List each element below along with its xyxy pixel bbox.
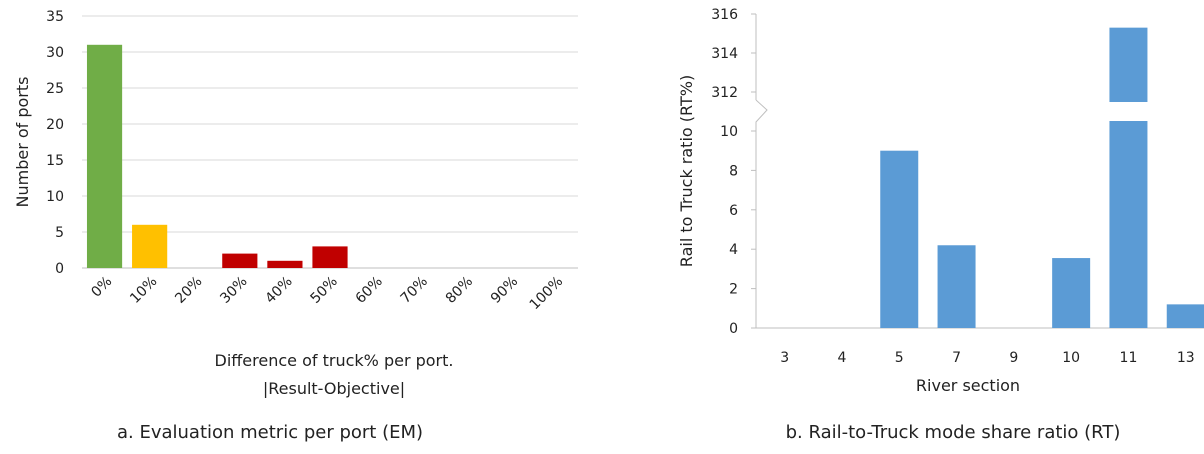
x-tick-label: 3 xyxy=(780,350,789,366)
y-tick-label: 10 xyxy=(46,189,64,205)
bar xyxy=(937,245,976,328)
x-tick-label: 7 xyxy=(952,350,961,366)
x-tick-label: 11 xyxy=(1120,350,1138,366)
x-tick-label: 9 xyxy=(1009,350,1018,366)
x-tick-label: 70% xyxy=(398,274,431,307)
x-axis-label-2: |Result-Objective| xyxy=(263,379,405,398)
y-tick-label: 35 xyxy=(46,9,64,25)
y-tick-label: 8 xyxy=(729,163,738,179)
y-axis-label: Rail to Truck ratio (RT%) xyxy=(677,75,696,267)
y-tick-label: 316 xyxy=(711,7,738,23)
y-tick-label: 2 xyxy=(729,282,738,298)
bar xyxy=(1166,304,1204,328)
chart-evaluation-metric: 0 5 10 15 20 25 30 35 0% 10% 20% 30% 40% 50% 60% 70% 80%… xyxy=(13,9,578,398)
y-tick-label: 15 xyxy=(46,153,64,169)
y-tick-label: 5 xyxy=(55,225,64,241)
y-tick-label: 312 xyxy=(711,85,738,101)
y-axis-label: Number of ports xyxy=(13,77,32,208)
bar xyxy=(880,150,919,328)
x-tick-label: 10 xyxy=(1062,350,1080,366)
x-tick-label: 5 xyxy=(895,350,904,366)
bar-lower-part xyxy=(1109,121,1148,328)
x-tick-label: 80% xyxy=(443,274,476,307)
bar xyxy=(1052,258,1091,328)
x-tick-label: 20% xyxy=(172,274,205,307)
caption-b: b. Rail-to-Truck mode share ratio (RT) xyxy=(786,422,1121,443)
x-tick-label: 13 xyxy=(1177,350,1195,366)
y-tick-label: 0 xyxy=(729,321,738,337)
x-axis-label: River section xyxy=(916,376,1020,395)
x-tick-label: 0% xyxy=(88,274,115,301)
chart-rail-truck-ratio: 0 2 4 6 8 10 312 314 316 3 4 5 7 9 10 11 13 Rail to Truck… xyxy=(677,7,1204,395)
y-tick-label: 10 xyxy=(720,124,738,140)
y-tick-label: 0 xyxy=(55,261,64,277)
y-tick-label: 20 xyxy=(46,117,64,133)
bar xyxy=(86,44,123,268)
x-tick-label: 60% xyxy=(353,274,386,307)
x-tick-label: 100% xyxy=(527,274,567,314)
y-tick-label: 6 xyxy=(729,203,738,219)
x-tick-label: 50% xyxy=(308,274,341,307)
bar xyxy=(312,246,348,268)
x-tick-label: 30% xyxy=(217,274,250,307)
x-tick-label: 10% xyxy=(127,274,160,307)
x-axis-label: Difference of truck% per port. xyxy=(215,351,454,370)
bar xyxy=(222,253,258,268)
bar xyxy=(267,260,303,268)
y-tick-label: 314 xyxy=(711,46,738,62)
caption-a: a. Evaluation metric per port (EM) xyxy=(117,422,423,443)
y-tick-label: 25 xyxy=(46,81,64,97)
bar xyxy=(132,224,168,268)
x-tick-label: 90% xyxy=(488,274,521,307)
y-tick-label: 4 xyxy=(729,242,738,258)
x-tick-label: 40% xyxy=(262,274,295,307)
x-tick-label: 4 xyxy=(837,350,846,366)
bar-upper-part xyxy=(1109,27,1148,102)
y-tick-label: 30 xyxy=(46,45,64,61)
y-axis-break xyxy=(755,99,768,328)
